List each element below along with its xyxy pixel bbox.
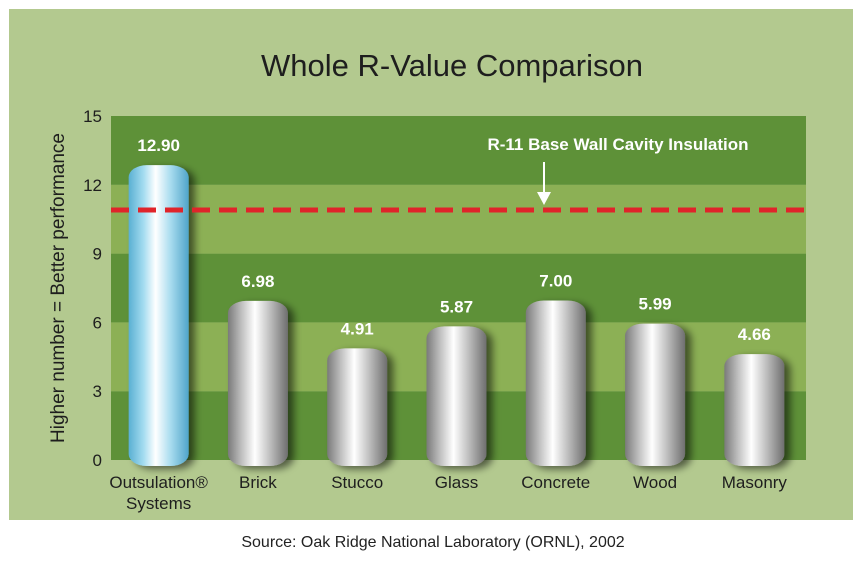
y-tick-label: 12 xyxy=(83,176,102,195)
bar-value-label: 5.87 xyxy=(440,297,473,316)
x-tick-label-line: Glass xyxy=(435,473,478,492)
bar-value-label: 6.98 xyxy=(241,272,274,291)
x-tick-label-line: Masonry xyxy=(722,473,788,492)
bar-value-label: 12.90 xyxy=(137,136,180,155)
x-axis-labels: Outsulation® Systems Brick Stucco Glass Concr… xyxy=(109,473,787,513)
bar xyxy=(625,323,686,466)
bars: 12.90 6.98 4.91 5.87 7.00 5.99 4.66 xyxy=(128,136,785,466)
x-tick-label-line: Brick xyxy=(239,473,277,492)
bar xyxy=(426,326,487,466)
plot-band xyxy=(111,184,806,254)
x-tick-label: Wood xyxy=(633,473,677,492)
x-tick-label: Brick xyxy=(239,473,277,492)
bar-value-label: 7.00 xyxy=(539,271,572,290)
bar xyxy=(724,354,785,466)
reference-arrow-head xyxy=(537,192,551,206)
y-tick-label: 9 xyxy=(93,245,102,264)
reference-line-group: R-11 Base Wall Cavity Insulation xyxy=(111,135,806,213)
x-tick-label: Stucco xyxy=(331,473,383,492)
reference-line-label: R-11 Base Wall Cavity Insulation xyxy=(487,135,748,154)
chart-title: Whole R-Value Comparison xyxy=(261,48,643,83)
y-axis-ticks: 0 3 6 9 12 15 xyxy=(83,107,102,470)
y-tick-label: 3 xyxy=(93,382,102,401)
bar-value-label: 4.91 xyxy=(341,319,374,338)
bar xyxy=(525,300,586,466)
y-tick-label: 6 xyxy=(93,313,102,332)
x-tick-label: Outsulation® Systems xyxy=(109,473,208,513)
x-tick-label-line: Wood xyxy=(633,473,677,492)
source-note: Source: Oak Ridge National Laboratory (O… xyxy=(241,534,625,551)
x-tick-label-line: Stucco xyxy=(331,473,383,492)
plot-bands xyxy=(111,116,806,460)
x-tick-label-line: Concrete xyxy=(521,473,590,492)
bar xyxy=(227,300,288,466)
x-tick-label-line: Systems xyxy=(126,494,191,513)
plot-band xyxy=(111,253,806,323)
x-tick-label: Masonry xyxy=(722,473,788,492)
y-tick-label: 15 xyxy=(83,107,102,126)
x-tick-label-line: Outsulation® xyxy=(109,473,208,492)
bar xyxy=(327,348,388,466)
plot-band xyxy=(111,116,806,185)
y-tick-label: 0 xyxy=(93,451,102,470)
bar xyxy=(128,165,189,466)
x-tick-label: Concrete xyxy=(521,473,590,492)
bar-value-label: 5.99 xyxy=(639,295,672,314)
bar-value-label: 4.66 xyxy=(738,325,771,344)
y-axis-label: Higher number = Better performance xyxy=(48,133,69,443)
x-tick-label: Glass xyxy=(435,473,478,492)
